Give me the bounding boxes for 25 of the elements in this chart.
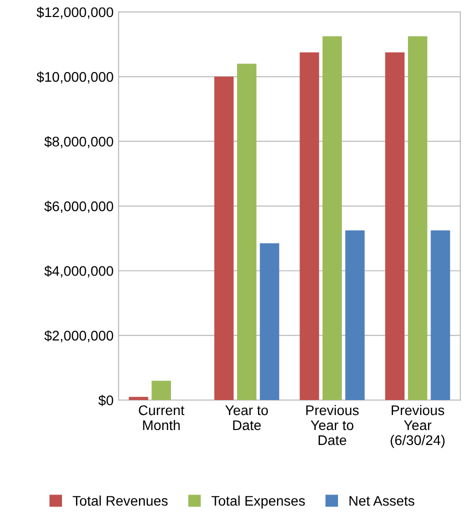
bar — [300, 52, 320, 400]
x-tick-label: Year to Date — [225, 406, 268, 430]
bar — [214, 76, 234, 400]
bar — [430, 230, 450, 400]
y-tick-label: $10,000,000 — [36, 71, 114, 84]
x-tick-label: Previous Year to Date — [306, 404, 359, 446]
y-tick-label: $12,000,000 — [36, 6, 114, 19]
bar — [237, 64, 256, 400]
legend-label: Net Assets — [350, 496, 414, 506]
bar — [152, 380, 171, 400]
x-tick-label: Previous Year (6/30/24) — [390, 404, 445, 448]
legend-label: Total Revenues — [72, 496, 168, 506]
y-tick-label: $4,000,000 — [44, 265, 114, 278]
bar — [385, 52, 405, 400]
y-tick-label: $0 — [98, 394, 114, 406]
y-tick-label: $2,000,000 — [44, 330, 114, 342]
bar — [345, 230, 365, 400]
x-tick-label: Current Month — [138, 405, 184, 430]
bar — [322, 36, 342, 400]
bar — [408, 36, 428, 400]
bar — [260, 243, 280, 400]
bar — [128, 396, 148, 400]
legend-label: Total Expenses — [212, 496, 305, 508]
y-tick-label: $6,000,000 — [44, 200, 114, 213]
y-tick-label: $8,000,000 — [44, 136, 114, 148]
